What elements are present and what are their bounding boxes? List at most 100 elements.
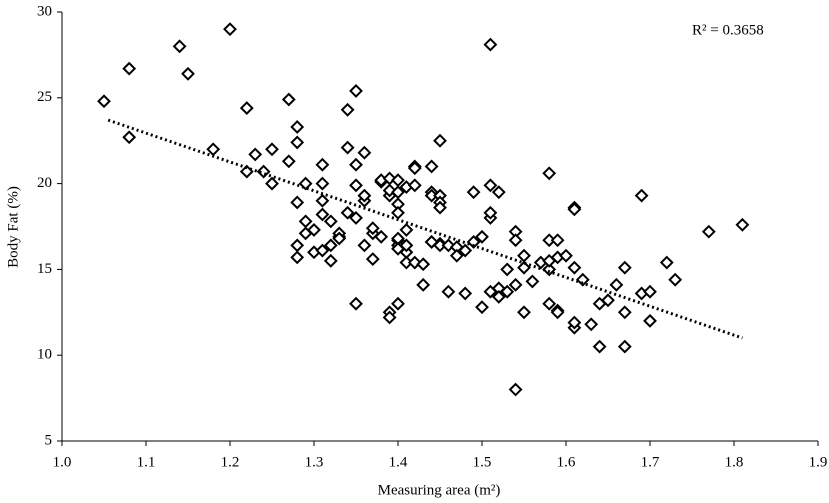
data-point	[475, 229, 489, 244]
data-point	[584, 317, 599, 332]
y-tick-label: 25	[37, 89, 52, 105]
data-point	[298, 214, 313, 229]
data-point	[550, 305, 565, 320]
data-point	[449, 248, 464, 263]
data-point	[248, 147, 263, 162]
x-tick-label: 1.0	[53, 454, 72, 470]
data-point	[315, 176, 330, 191]
data-point	[491, 289, 506, 304]
data-point	[315, 207, 330, 222]
data-point	[643, 284, 657, 299]
data-point	[466, 235, 481, 249]
data-point	[365, 252, 380, 267]
data-point	[357, 145, 372, 160]
data-point	[357, 188, 372, 203]
data-point	[483, 178, 498, 193]
data-point	[508, 233, 523, 248]
data-point	[290, 238, 305, 253]
y-tick-label: 5	[45, 432, 53, 448]
data-point	[340, 102, 355, 117]
data-point	[617, 305, 632, 320]
data-point	[391, 185, 405, 200]
data-point	[433, 200, 447, 215]
data-point	[575, 272, 590, 287]
data-point	[601, 293, 615, 308]
data-point	[349, 211, 363, 225]
data-point	[525, 274, 540, 289]
data-point	[340, 140, 355, 155]
data-point	[542, 262, 557, 277]
data-point	[399, 238, 414, 253]
data-point	[290, 135, 305, 150]
data-point	[458, 286, 473, 301]
data-point	[559, 248, 573, 263]
data-point	[223, 22, 237, 37]
data-point	[517, 248, 531, 263]
data-point	[643, 313, 657, 328]
data-point	[508, 277, 523, 292]
x-tick-label: 1.5	[473, 454, 492, 470]
data-point	[592, 339, 607, 354]
x-axis-title: Measuring area (m²)	[378, 482, 501, 498]
x-tick-label: 1.3	[305, 454, 324, 470]
data-point	[466, 185, 481, 200]
annotation: R² = 0.3658	[692, 22, 764, 38]
data-point	[349, 296, 363, 311]
data-point	[323, 214, 338, 229]
data-point	[315, 193, 330, 208]
x-tick-label: 1.4	[389, 454, 408, 470]
data-point	[416, 257, 431, 272]
data-point	[458, 243, 473, 258]
y-tick-label: 20	[37, 175, 52, 191]
data-point	[567, 315, 582, 330]
data-point	[567, 260, 582, 275]
data-point	[567, 202, 582, 217]
data-point	[517, 305, 531, 320]
trendline	[107, 118, 743, 340]
data-point	[617, 339, 632, 354]
data-point	[239, 101, 254, 116]
x-tick-label: 1.8	[725, 454, 744, 470]
data-point	[508, 382, 523, 397]
data-point	[475, 300, 489, 315]
data-point	[382, 310, 397, 325]
data-point	[281, 154, 296, 169]
data-point	[122, 61, 137, 76]
x-tick-label: 1.7	[641, 454, 660, 470]
data-point	[290, 250, 305, 265]
x-tick-label: 1.1	[137, 454, 156, 470]
data-point	[323, 238, 338, 253]
data-point	[491, 185, 506, 200]
x-tick-label: 1.2	[221, 454, 240, 470]
y-tick-label: 30	[37, 3, 52, 19]
data-point	[181, 66, 195, 81]
data-point	[340, 205, 355, 220]
data-point	[617, 260, 632, 275]
data-point	[307, 223, 321, 237]
data-point	[323, 253, 338, 268]
data-point	[172, 39, 187, 54]
data-point	[542, 296, 557, 311]
data-point	[659, 255, 674, 270]
data-point	[735, 217, 750, 232]
data-point	[265, 176, 279, 191]
y-tick-label: 10	[37, 347, 52, 363]
data-point	[290, 120, 305, 134]
data-point	[374, 229, 389, 244]
data-point	[357, 238, 372, 253]
data-point	[416, 277, 431, 292]
data-point	[441, 284, 456, 299]
data-point	[701, 224, 716, 239]
data-point	[315, 243, 330, 258]
data-point	[315, 157, 330, 172]
data-point	[391, 205, 405, 220]
data-point	[500, 262, 515, 277]
data-point	[542, 166, 557, 181]
data-point	[97, 94, 111, 109]
data-point	[433, 133, 447, 148]
data-point	[332, 231, 347, 246]
data-point	[500, 284, 515, 299]
data-point	[281, 92, 296, 107]
data-point	[424, 235, 439, 249]
